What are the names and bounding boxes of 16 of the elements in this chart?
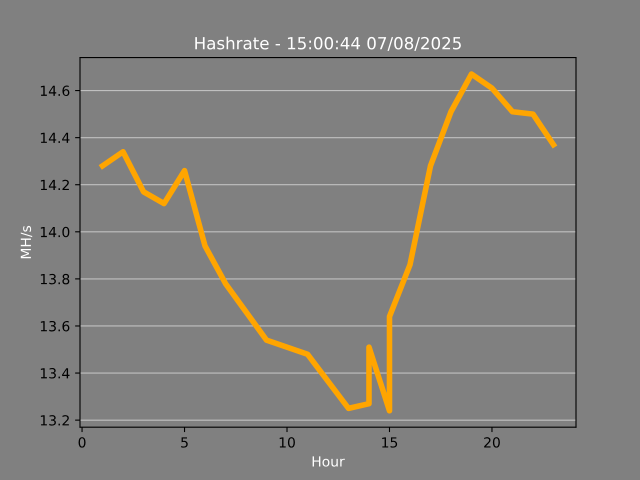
- x-tick-label: 20: [484, 437, 500, 448]
- x-tick-label: 5: [181, 437, 188, 448]
- y-tick-label: 13.8: [40, 274, 70, 284]
- y-tick-label: 13.4: [40, 368, 70, 379]
- y-tick-label: 13.2: [40, 415, 69, 426]
- x-tick-label: 10: [280, 437, 295, 448]
- y-tick-label: 14.2: [40, 180, 69, 190]
- x-axis-title: Hour: [312, 456, 345, 467]
- y-tick-label: 14.6: [40, 86, 70, 96]
- x-tick-label: 0: [78, 437, 86, 448]
- x-tick-label: 15: [382, 437, 398, 448]
- y-tick-label: 14.0: [40, 226, 70, 238]
- y-axis-title: MH/s: [20, 226, 32, 258]
- y-tick-label: 13.6: [40, 320, 70, 332]
- chart-title: Hashrate - 15:00:44 07/08/2025: [195, 36, 461, 51]
- y-tick-label: 14.4: [40, 132, 70, 143]
